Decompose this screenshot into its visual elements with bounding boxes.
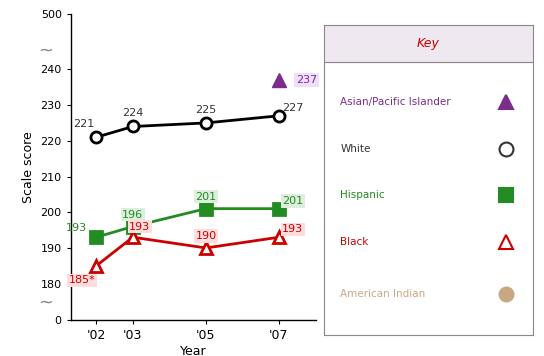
Text: 227: 227 <box>282 103 304 113</box>
Text: 237: 237 <box>295 75 317 85</box>
Text: Black: Black <box>341 237 369 247</box>
Text: 196: 196 <box>122 210 144 220</box>
Text: 221: 221 <box>73 119 95 129</box>
Text: Asian/Pacific Islander: Asian/Pacific Islander <box>341 97 451 108</box>
X-axis label: Year: Year <box>180 345 206 356</box>
Text: ~: ~ <box>38 42 53 60</box>
Text: 190: 190 <box>195 231 217 241</box>
Text: 201: 201 <box>282 196 304 206</box>
Text: 193: 193 <box>66 223 88 233</box>
Text: 193: 193 <box>282 224 304 235</box>
Text: 225: 225 <box>195 105 217 115</box>
Text: 201: 201 <box>195 192 217 202</box>
Y-axis label: Scale score: Scale score <box>22 131 35 203</box>
Text: American Indian: American Indian <box>341 289 426 299</box>
Text: ~: ~ <box>38 293 53 311</box>
Text: 193: 193 <box>129 222 150 232</box>
Bar <box>324 25 533 62</box>
Text: Key: Key <box>417 37 440 50</box>
Text: 224: 224 <box>122 108 144 118</box>
Text: Hispanic: Hispanic <box>341 190 385 200</box>
Text: White: White <box>341 144 371 154</box>
Text: 185*: 185* <box>69 275 96 285</box>
